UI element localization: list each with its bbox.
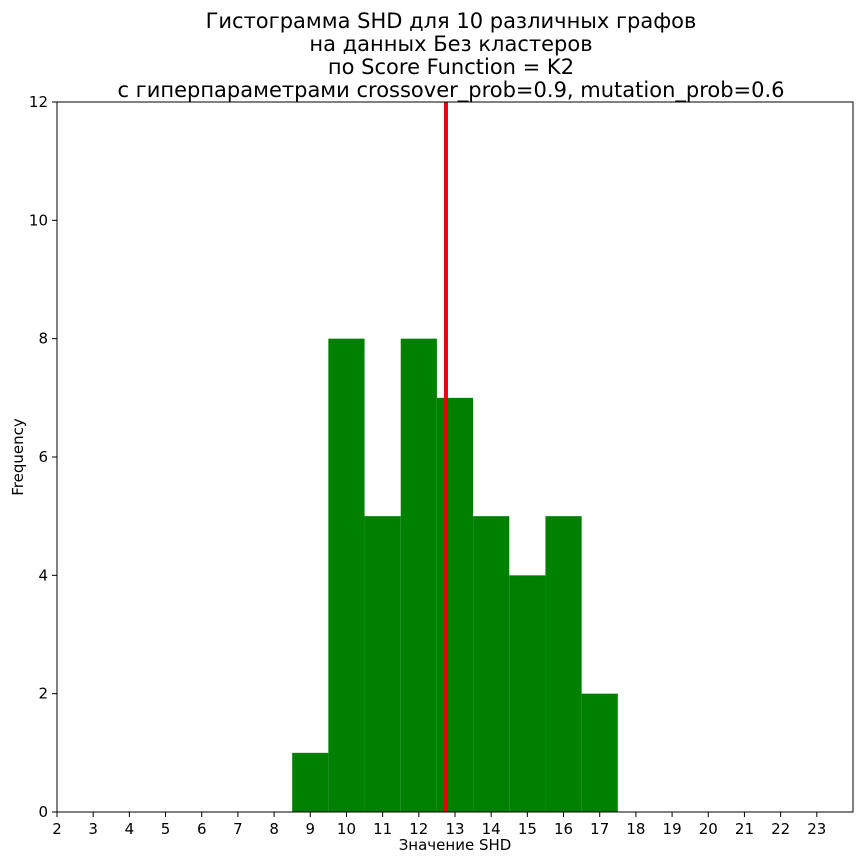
histogram-bars (292, 338, 618, 812)
x-tick-label: 17 (590, 820, 609, 838)
histogram-bar (545, 516, 582, 812)
histogram-bar (509, 575, 546, 812)
x-tick-label: 6 (197, 820, 207, 838)
histogram-bar (473, 516, 510, 812)
y-tick-label: 4 (38, 566, 48, 584)
x-tick-label: 16 (554, 820, 573, 838)
y-tick-label: 12 (29, 93, 48, 111)
x-tick-label: 2 (52, 820, 62, 838)
x-tick-label: 3 (88, 820, 98, 838)
chart-title-line: на данных Без кластеров (309, 32, 592, 56)
y-tick-label: 8 (38, 330, 48, 348)
y-axis-label: Frequency (9, 418, 27, 496)
y-axis-ticks: 0 2 4 6 8 10 12 (29, 93, 57, 821)
x-tick-label: 14 (482, 820, 501, 838)
chart-title-line: Гистограмма SHD для 10 различных графов (206, 9, 697, 33)
histogram-bar (292, 752, 329, 812)
x-tick-label: 8 (269, 820, 279, 838)
histogram-bar (581, 693, 618, 812)
x-axis-label: Значение SHD (399, 836, 512, 854)
y-tick-label: 6 (38, 448, 48, 466)
x-tick-label: 19 (663, 820, 682, 838)
x-tick-label: 15 (518, 820, 537, 838)
x-tick-label: 13 (445, 820, 464, 838)
x-tick-label: 5 (161, 820, 171, 838)
x-tick-label: 4 (125, 820, 135, 838)
x-tick-label: 7 (233, 820, 243, 838)
x-tick-label: 9 (305, 820, 315, 838)
y-tick-label: 0 (38, 803, 48, 821)
x-axis-ticks: 2 3 4 5 6 7 8 9 10 11 12 13 14 15 16 17 18 19 20 21 22 23 (52, 812, 826, 838)
x-tick-label: 22 (771, 820, 790, 838)
x-tick-label: 12 (409, 820, 428, 838)
chart-title-line: с гиперпараметрами crossover_prob=0.9, m… (117, 78, 784, 103)
histogram-bar (364, 516, 401, 812)
y-tick-label: 2 (38, 685, 48, 703)
chart-title: Гистограмма SHD для 10 различных графовн… (117, 9, 784, 103)
histogram-bar (328, 338, 365, 812)
histogram-bar (436, 397, 474, 812)
x-tick-label: 23 (807, 820, 826, 838)
y-tick-label: 10 (29, 211, 48, 229)
x-tick-label: 18 (626, 820, 645, 838)
histogram-bar (400, 338, 437, 812)
x-tick-label: 11 (373, 820, 392, 838)
x-tick-label: 10 (337, 820, 356, 838)
x-tick-label: 20 (699, 820, 718, 838)
x-tick-label: 21 (735, 820, 754, 838)
chart-title-line: по Score Function = K2 (328, 55, 574, 79)
